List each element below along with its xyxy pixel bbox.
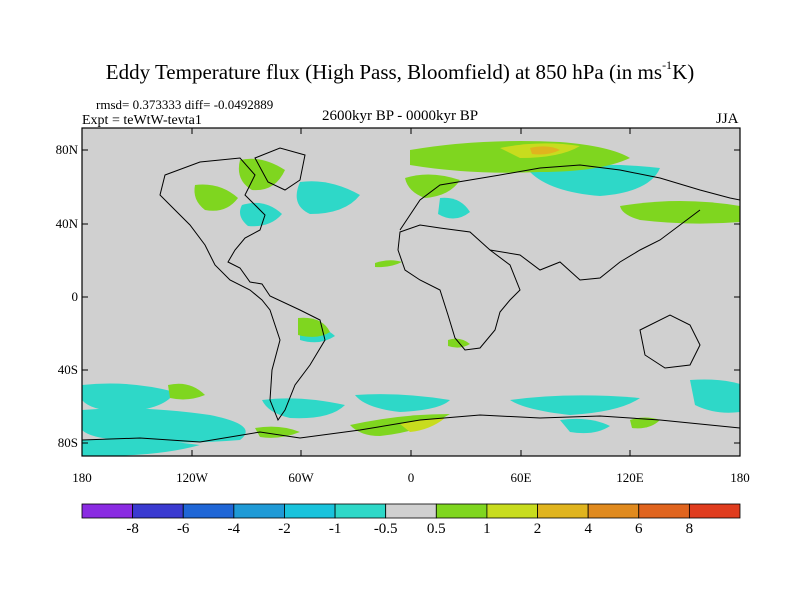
y-tick-40n: 40N bbox=[55, 216, 78, 231]
colorbar-label: 1 bbox=[483, 521, 491, 537]
colorbar bbox=[81, 503, 741, 519]
coast-americas bbox=[159, 157, 326, 422]
rmsd-diff-text: rmsd= 0.373333 diff= -0.0492889 bbox=[96, 97, 274, 112]
colorbar-label: 2 bbox=[533, 521, 542, 537]
colorbar-box bbox=[81, 503, 134, 519]
green-patch-south-pacific bbox=[168, 383, 205, 400]
coast-australia bbox=[639, 314, 701, 369]
season-label: JJA bbox=[716, 111, 739, 127]
colorbar-box bbox=[132, 503, 184, 519]
cyan-patch-south-atlantic bbox=[355, 394, 450, 412]
x-tick-120w: 120W bbox=[176, 470, 208, 485]
x-tick-0: 0 bbox=[407, 470, 415, 485]
colorbar-label: -1 bbox=[328, 521, 342, 537]
colorbar-label: -0.5 bbox=[373, 521, 398, 537]
coast-asia-south bbox=[489, 209, 701, 281]
cyan-patch-north-atlantic bbox=[296, 181, 360, 214]
yellow-patch-weddell bbox=[400, 418, 445, 432]
colorbar-label: 8 bbox=[685, 521, 694, 537]
colorbar-box bbox=[233, 503, 285, 519]
x-tick-60e: 60E bbox=[510, 470, 532, 485]
cyan-patch-siberia bbox=[530, 164, 660, 196]
colorbar-box bbox=[334, 503, 387, 519]
green-patch-scandinavia bbox=[405, 174, 460, 198]
colorbar-box bbox=[385, 503, 437, 519]
coast-africa bbox=[397, 224, 521, 351]
x-tick-120e: 120E bbox=[616, 470, 644, 485]
positive-anomaly-patches bbox=[168, 141, 740, 438]
orange-patch-arctic bbox=[530, 146, 560, 155]
y-tick-80s: 80S bbox=[57, 435, 78, 450]
green-patch-east-antarctic bbox=[630, 417, 660, 429]
y-tick-80n: 80N bbox=[55, 142, 78, 157]
chart-title: Eddy Temperature flux (High Pass, Bloomf… bbox=[105, 58, 695, 84]
cyan-patch-labrador bbox=[240, 202, 282, 227]
strongest-positive-patches bbox=[530, 146, 560, 155]
colorbar-box bbox=[537, 503, 589, 519]
axis-ticks bbox=[81, 128, 741, 456]
green-patch-sahara bbox=[375, 260, 402, 268]
green-patch-greenland bbox=[238, 158, 285, 191]
colorbar-label: -6 bbox=[176, 521, 190, 537]
cyan-patch-south-pacific-west bbox=[82, 383, 175, 412]
colorbar-box bbox=[182, 503, 235, 519]
green-patch-bellingshausen bbox=[255, 426, 300, 438]
period-label: 2600kyr BP - 0000kyr BP bbox=[322, 108, 479, 124]
cyan-patch-antarctic-west bbox=[82, 439, 200, 456]
experiment-label: Expt = teWtW-tevta1 bbox=[82, 113, 202, 128]
x-tick-60w: 60W bbox=[288, 470, 314, 485]
anomaly-layer bbox=[82, 141, 740, 456]
colorbar-box bbox=[688, 503, 741, 519]
x-tick-180-west: 180 bbox=[72, 470, 92, 485]
y-tick-40s: 40S bbox=[57, 362, 78, 377]
green-patch-south-america bbox=[298, 317, 330, 337]
colorbar-label: 6 bbox=[635, 521, 643, 537]
x-tick-180-east: 180 bbox=[730, 470, 750, 485]
coast-greenland bbox=[254, 147, 306, 191]
cyan-patch-south-pacific bbox=[82, 408, 246, 443]
cyan-patch-europe bbox=[438, 197, 470, 219]
colorbar-label: -4 bbox=[227, 521, 241, 537]
colorbar-box bbox=[587, 503, 640, 519]
colorbar-label: 0.5 bbox=[426, 521, 446, 537]
coast-antarctica bbox=[82, 414, 740, 443]
cyan-patch-antarctic-edge bbox=[560, 418, 610, 434]
negative-anomaly-patches bbox=[82, 164, 740, 456]
green-patch-canada bbox=[194, 184, 238, 211]
colorbar-box bbox=[284, 503, 336, 519]
colorbar-label: -8 bbox=[126, 521, 139, 537]
coast-eurasia-north bbox=[399, 164, 740, 231]
green-patch-north-pacific bbox=[620, 201, 740, 224]
colorbar-box bbox=[638, 503, 690, 519]
colorbar-box bbox=[435, 503, 488, 519]
cyan-patch-tasman bbox=[690, 379, 740, 413]
colorbar-label: -2 bbox=[278, 521, 291, 537]
coastlines bbox=[82, 147, 740, 443]
colorbar-label: 4 bbox=[584, 521, 592, 537]
cyan-patch-south-indian bbox=[510, 395, 640, 415]
y-tick-0: 0 bbox=[71, 289, 79, 304]
colorbar-box bbox=[486, 503, 538, 519]
